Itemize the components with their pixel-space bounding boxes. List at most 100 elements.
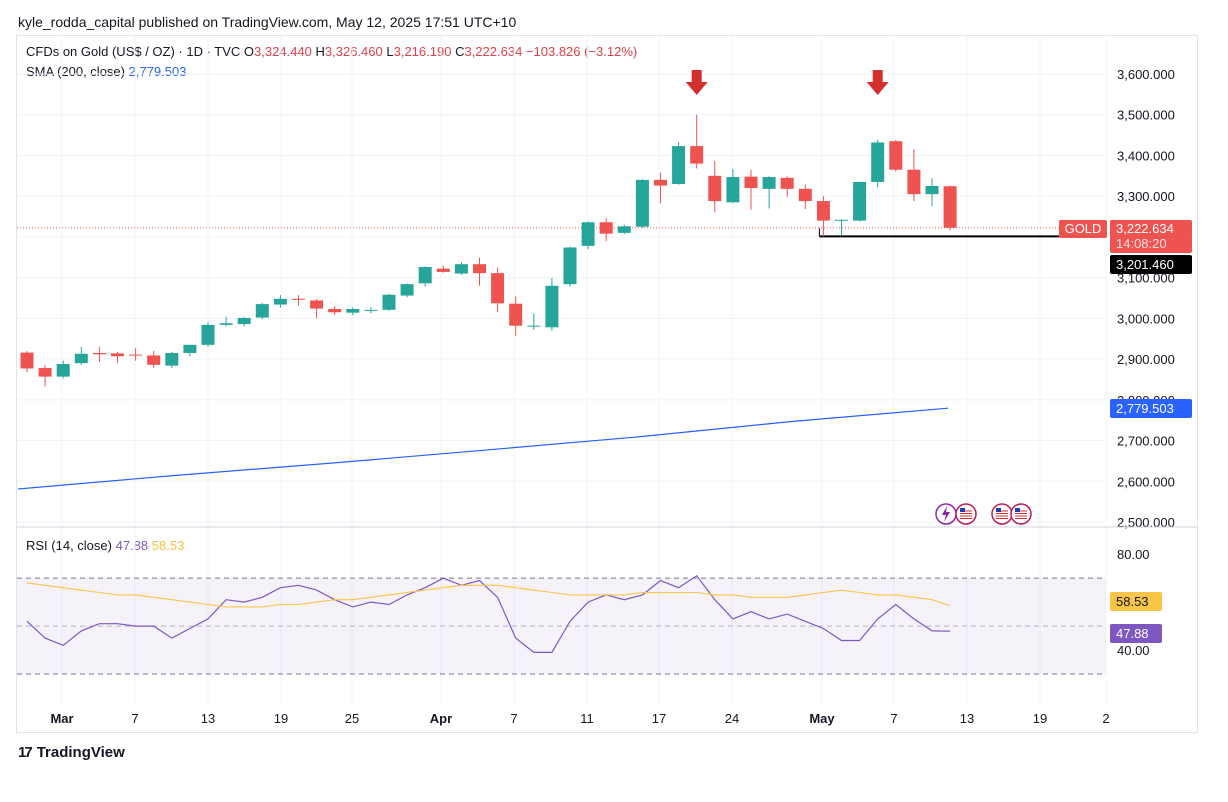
gold-symbol-tag: GOLD bbox=[1059, 220, 1107, 238]
time-tick-label: 19 bbox=[274, 711, 288, 726]
candle-body bbox=[816, 201, 830, 221]
candle-body bbox=[853, 181, 867, 221]
sma-label[interactable]: SMA (200, close) bbox=[26, 64, 125, 79]
candle bbox=[346, 307, 360, 316]
candle bbox=[400, 283, 414, 298]
candle-body bbox=[92, 352, 106, 355]
candle-body bbox=[889, 141, 903, 170]
countdown-tag-text: 14:08:20 bbox=[1116, 236, 1167, 251]
sma-value: 2,779.503 bbox=[128, 64, 187, 79]
price-tick-label: 3,600.000 bbox=[1117, 67, 1175, 82]
candle bbox=[382, 293, 396, 312]
time-tick-label: 11 bbox=[580, 711, 594, 726]
countdown-tag: 14:08:20 bbox=[1110, 236, 1192, 253]
symbol-name[interactable]: CFDs on Gold (US$ / OZ) · 1D · TVC bbox=[26, 44, 241, 59]
close-value: 3,222.634 bbox=[464, 44, 523, 59]
rsi-tick-label: 80.00 bbox=[1117, 547, 1150, 562]
close-label: C bbox=[455, 44, 465, 59]
sma-line bbox=[17, 407, 949, 490]
rsi-ma-value: 58.53 bbox=[151, 538, 185, 553]
candle-body bbox=[780, 177, 794, 189]
time-tick-label: 2 bbox=[1102, 711, 1109, 726]
candle bbox=[436, 265, 450, 273]
us-flag-icon bbox=[1010, 503, 1032, 525]
down-arrow-annotation bbox=[866, 70, 889, 95]
candle-body bbox=[237, 317, 251, 325]
flag-canton bbox=[960, 508, 965, 512]
candle-body bbox=[111, 353, 124, 357]
rsi-ma-tag: 58.53 bbox=[1110, 592, 1162, 611]
candle bbox=[292, 295, 305, 306]
candle bbox=[92, 346, 106, 362]
us-flag-icon bbox=[991, 503, 1013, 525]
sma-legend: SMA (200, close) 2,779.503 bbox=[26, 64, 186, 79]
flag-canton bbox=[996, 508, 1001, 512]
candle-body bbox=[129, 354, 143, 356]
candle bbox=[38, 365, 52, 387]
candle-body bbox=[654, 179, 667, 186]
candle bbox=[165, 351, 179, 369]
candle-body bbox=[74, 353, 88, 364]
time-tick-label: Mar bbox=[50, 711, 73, 726]
brand-name[interactable]: TradingView bbox=[36, 744, 125, 761]
current-price-tag-bg bbox=[1110, 220, 1192, 238]
candle-body bbox=[328, 308, 342, 313]
tradingview-logo-icon: 17 bbox=[18, 744, 33, 761]
main-legend: CFDs on Gold (US$ / OZ) · 1D · TVC O3,32… bbox=[26, 44, 637, 59]
time-tick-label: 13 bbox=[201, 711, 215, 726]
support-price-tag-text: 3,201.460 bbox=[1116, 257, 1174, 272]
price-tick-label: 3,000.000 bbox=[1117, 311, 1175, 326]
gold-symbol-tag-text: GOLD bbox=[1065, 221, 1102, 236]
candle-body bbox=[871, 142, 885, 182]
candle-body bbox=[635, 179, 649, 227]
candle-body bbox=[418, 267, 432, 284]
candle bbox=[273, 295, 287, 308]
high-label: H bbox=[315, 44, 325, 59]
candle bbox=[219, 316, 233, 327]
rsi-ma-tag-text: 58.53 bbox=[1116, 594, 1149, 609]
candle-body bbox=[835, 219, 848, 221]
countdown-tag-bg bbox=[1110, 236, 1192, 253]
rsi-ma-tag-bg bbox=[1110, 592, 1162, 611]
candle-body bbox=[400, 284, 414, 296]
down-arrow-annotation bbox=[685, 70, 708, 95]
candle bbox=[907, 149, 921, 202]
candle-body bbox=[708, 175, 722, 202]
time-tick-label: 19 bbox=[1033, 711, 1047, 726]
time-tick-label: 13 bbox=[960, 711, 974, 726]
price-tick-label: 3,300.000 bbox=[1117, 189, 1175, 204]
candle-body bbox=[273, 298, 287, 305]
rsi-tag: 47.88 bbox=[1110, 624, 1162, 643]
high-value: 3,326.460 bbox=[324, 44, 383, 59]
rsi-label[interactable]: RSI (14, close) bbox=[26, 538, 112, 553]
candle bbox=[147, 350, 161, 369]
price-tick-label: 2,600.000 bbox=[1117, 474, 1175, 489]
rsi-ma-line bbox=[26, 582, 951, 608]
candle bbox=[943, 185, 957, 231]
candle-body bbox=[310, 300, 324, 309]
candle-body bbox=[690, 146, 704, 164]
candle-body bbox=[382, 294, 396, 310]
us-flag-icon bbox=[955, 503, 977, 525]
candle-body bbox=[201, 324, 215, 345]
candle bbox=[237, 316, 251, 327]
time-tick-label: 24 bbox=[725, 711, 739, 726]
candle bbox=[690, 114, 704, 169]
current-price-tag: 3,222.634 bbox=[1110, 220, 1192, 238]
candle-body bbox=[581, 222, 595, 246]
candle bbox=[853, 181, 867, 222]
time-tick-label: 7 bbox=[131, 711, 138, 726]
candle bbox=[654, 172, 667, 204]
rsi-tick-label: 40.00 bbox=[1117, 643, 1150, 658]
candle-body bbox=[726, 177, 740, 203]
sma-price-tag: 2,779.503 bbox=[1110, 399, 1192, 418]
candle bbox=[56, 360, 70, 379]
candle-body bbox=[925, 186, 939, 195]
candle-body bbox=[545, 285, 559, 328]
candle-body bbox=[762, 177, 776, 189]
candle bbox=[473, 257, 486, 286]
candle-body bbox=[617, 226, 631, 233]
candle bbox=[183, 344, 197, 357]
rsi-tag-text: 47.88 bbox=[1116, 626, 1149, 641]
